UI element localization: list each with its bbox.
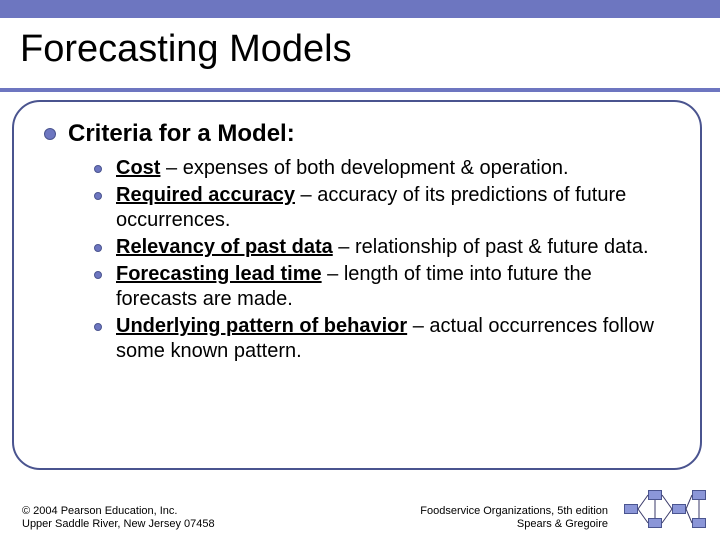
level2-text: Underlying pattern of behavior – actual … <box>116 314 676 364</box>
level2-text: Required accuracy – accuracy of its pred… <box>116 183 676 233</box>
level1-item: Criteria for a Model: <box>44 120 676 148</box>
copyright-line: © 2004 Pearson Education, Inc. <box>22 505 215 519</box>
criterion-term: Cost <box>116 157 160 179</box>
level2-item: Required accuracy – accuracy of its pred… <box>94 183 676 233</box>
criterion-term: Required accuracy <box>116 184 295 206</box>
criterion-term: Forecasting lead time <box>116 263 322 285</box>
address-line: Upper Saddle River, New Jersey 07458 <box>22 518 215 532</box>
title-underline <box>0 88 720 92</box>
footer: © 2004 Pearson Education, Inc. Upper Sad… <box>22 505 698 533</box>
bullet-small-icon <box>94 165 102 173</box>
level2-item: Forecasting lead time – length of time i… <box>94 262 676 312</box>
title-area: Forecasting Models <box>0 18 720 79</box>
slide-title: Forecasting Models <box>20 28 700 71</box>
level2-text: Forecasting lead time – length of time i… <box>116 262 676 312</box>
bullet-small-icon <box>94 192 102 200</box>
content-frame: Criteria for a Model: Cost – expenses of… <box>12 100 702 470</box>
criterion-term: Relevancy of past data <box>116 236 333 258</box>
level2-list: Cost – expenses of both development & op… <box>94 156 676 364</box>
bullet-small-icon <box>94 244 102 252</box>
footer-right: Foodservice Organizations, 5th edition S… <box>420 505 608 533</box>
criterion-desc: – relationship of past & future data. <box>333 236 649 258</box>
criterion-term: Underlying pattern of behavior <box>116 315 407 337</box>
bullet-small-icon <box>94 271 102 279</box>
level2-text: Cost – expenses of both development & op… <box>116 156 569 181</box>
footer-left: © 2004 Pearson Education, Inc. Upper Sad… <box>22 505 215 533</box>
flow-diagram-icon <box>624 486 706 534</box>
level2-item: Cost – expenses of both development & op… <box>94 156 676 181</box>
top-color-band <box>0 0 720 18</box>
level2-text: Relevancy of past data – relationship of… <box>116 235 649 260</box>
criterion-desc: – expenses of both development & operati… <box>160 157 568 179</box>
level2-item: Relevancy of past data – relationship of… <box>94 235 676 260</box>
bullet-small-icon <box>94 323 102 331</box>
level1-heading: Criteria for a Model: <box>68 120 295 148</box>
authors-line: Spears & Gregoire <box>420 518 608 532</box>
bullet-large-icon <box>44 128 56 140</box>
book-title-line: Foodservice Organizations, 5th edition <box>420 505 608 519</box>
level2-item: Underlying pattern of behavior – actual … <box>94 314 676 364</box>
diagram-arrows-icon <box>624 486 706 534</box>
